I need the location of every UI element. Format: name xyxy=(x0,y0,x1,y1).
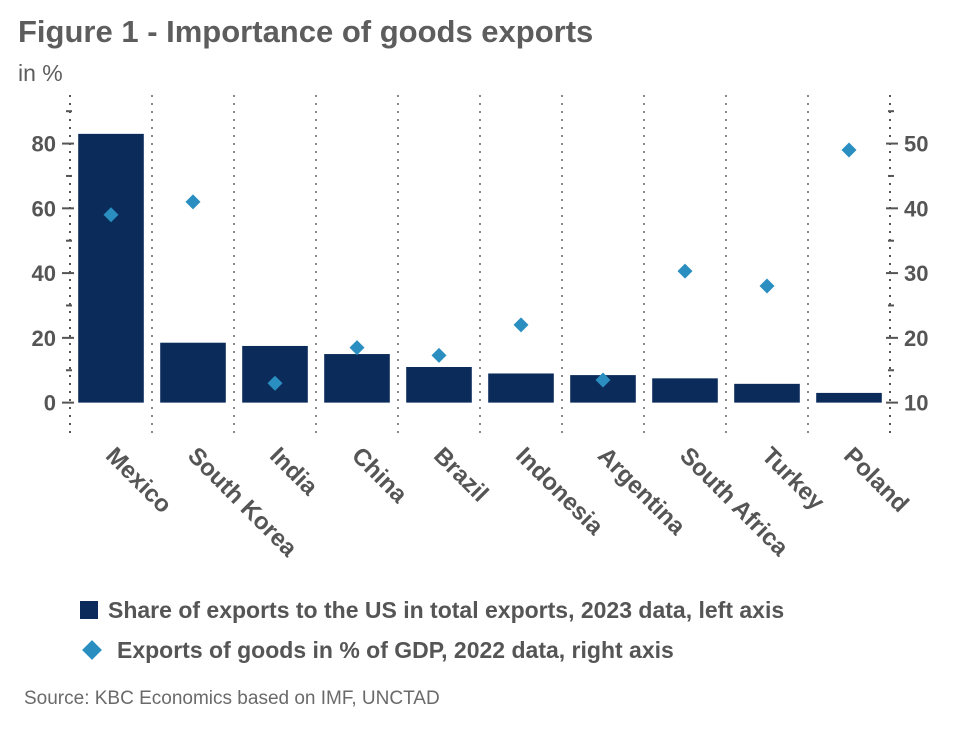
category-label: Turkey xyxy=(756,442,830,516)
source-note: Source: KBC Economics based on IMF, UNCT… xyxy=(24,688,440,709)
bar xyxy=(78,133,144,403)
data-point-diamond xyxy=(103,207,119,223)
category-label: Mexico xyxy=(100,442,177,519)
legend-diamond-swatch xyxy=(82,640,102,660)
right-tick-label: 10 xyxy=(904,391,928,416)
bar xyxy=(816,392,882,403)
left-tick-label: 60 xyxy=(32,196,56,221)
chart-title: Figure 1 - Importance of goods exports xyxy=(18,14,594,49)
data-point-diamond xyxy=(349,340,365,356)
legend-label-bars: Share of exports to the US in total expo… xyxy=(108,596,785,623)
right-tick-label: 40 xyxy=(904,196,928,221)
category-label: Brazil xyxy=(428,442,493,507)
bar xyxy=(324,354,390,403)
right-tick-label: 50 xyxy=(904,132,928,157)
left-tick-label: 20 xyxy=(32,326,56,351)
category-label: Indonesia xyxy=(510,442,609,541)
legend-item-markers: Exports of goods in % of GDP, 2022 data,… xyxy=(80,630,784,670)
data-point-diamond xyxy=(595,372,611,388)
right-tick-label: 30 xyxy=(904,261,928,286)
bar xyxy=(734,383,800,403)
data-point-diamond xyxy=(841,142,857,158)
data-point-diamond xyxy=(513,317,529,333)
data-point-diamond xyxy=(759,278,775,294)
legend-bar-swatch xyxy=(80,601,98,619)
data-point-diamond xyxy=(677,263,693,279)
legend: Share of exports to the US in total expo… xyxy=(80,590,784,670)
data-point-diamond xyxy=(431,347,447,363)
bar xyxy=(242,345,308,403)
chart-subtitle: in % xyxy=(18,60,63,86)
left-tick-label: 0 xyxy=(44,391,56,416)
legend-item-bars: Share of exports to the US in total expo… xyxy=(80,590,784,630)
bar xyxy=(160,342,226,403)
legend-label-markers: Exports of goods in % of GDP, 2022 data,… xyxy=(117,636,674,663)
category-label: China xyxy=(346,442,413,509)
category-label: Argentina xyxy=(592,442,691,541)
left-tick-label: 40 xyxy=(32,261,56,286)
bar xyxy=(406,367,472,403)
right-tick-label: 20 xyxy=(904,326,928,351)
bar xyxy=(652,378,718,403)
bar xyxy=(488,373,554,403)
category-label: Poland xyxy=(838,442,914,518)
category-label: India xyxy=(264,442,323,501)
data-point-diamond xyxy=(267,375,283,391)
data-point-diamond xyxy=(185,194,201,210)
left-tick-label: 80 xyxy=(32,132,56,157)
